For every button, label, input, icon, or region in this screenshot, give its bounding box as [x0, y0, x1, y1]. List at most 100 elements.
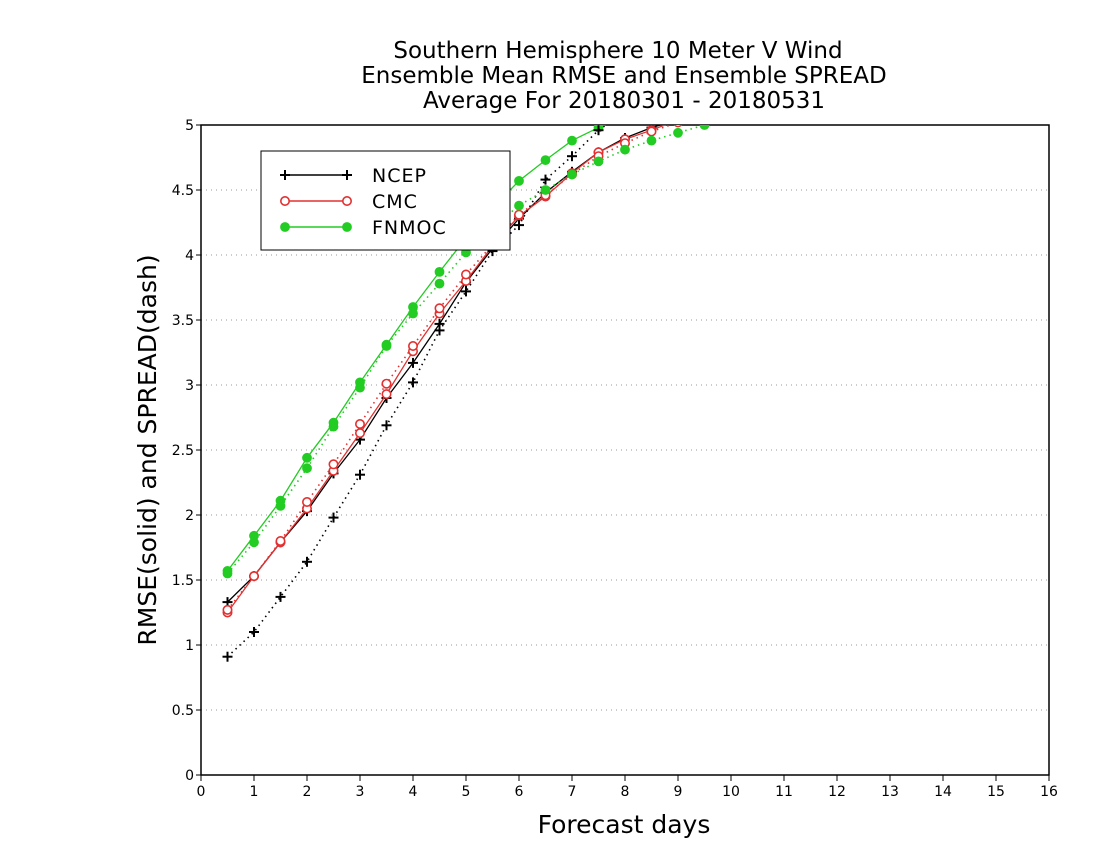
series-ncep-dotted [222, 125, 608, 662]
x-tick-label: 11 [775, 784, 793, 800]
data-point [540, 185, 551, 195]
data-point [222, 651, 233, 662]
y-tick-label: 4.5 [172, 183, 194, 199]
y-tick-label: 2 [185, 508, 194, 524]
data-point [354, 428, 365, 439]
data-point [620, 144, 630, 155]
x-tick-label: 10 [722, 784, 740, 800]
data-point [514, 176, 524, 186]
data-point [673, 125, 683, 128]
data-point [222, 568, 233, 579]
data-point [328, 459, 339, 470]
x-axis-label: Forecast days [538, 810, 711, 839]
legend-marker [279, 196, 290, 207]
y-axis-label: RMSE(solid) and SPREAD(dash) [133, 254, 162, 645]
data-point [567, 135, 577, 146]
x-tick-label: 7 [568, 784, 577, 800]
data-point [461, 286, 471, 297]
legend-label: FNMOC [372, 217, 447, 239]
data-point [646, 135, 657, 146]
x-tick-label: 8 [621, 784, 630, 800]
data-point [381, 378, 392, 389]
title-line-2: Ensemble Mean RMSE and Ensemble SPREAD [361, 63, 886, 89]
y-tick-label: 1.5 [172, 573, 194, 589]
data-point [275, 535, 286, 546]
x-tick-label: 13 [881, 784, 899, 800]
data-point [381, 389, 392, 400]
y-tick-label: 1 [185, 638, 194, 654]
legend: NCEP CMC FNMOC [260, 150, 511, 251]
legend-entries: NCEP CMC FNMOC [279, 165, 447, 239]
legend-marker [342, 222, 352, 232]
y-gridlines [201, 189, 1049, 711]
data-point [275, 501, 286, 511]
x-tick-label: 6 [515, 784, 524, 800]
x-tick-label: 9 [674, 784, 683, 800]
legend-label: NCEP [372, 165, 427, 187]
data-point [673, 115, 683, 125]
y-tick-label: 0 [185, 768, 194, 784]
legend-marker [280, 222, 290, 232]
data-point [275, 591, 286, 602]
x-tick-label: 2 [303, 784, 312, 800]
chart-title: Southern Hemisphere 10 Meter V Wind Ense… [361, 38, 886, 114]
data-point [381, 341, 392, 351]
x-tick-label: 5 [462, 784, 471, 800]
data-point [567, 151, 577, 162]
data-point [381, 420, 392, 431]
x-tick-label: 12 [828, 784, 846, 800]
data-point [593, 125, 604, 136]
x-tick-label: 15 [987, 784, 1005, 800]
data-point [301, 496, 312, 507]
y-tick-label: 5 [185, 118, 194, 134]
legend-entry-cmc: CMC [279, 191, 418, 213]
data-point [328, 512, 339, 523]
y-axis-ticks: 0 0.5 1 1.5 2 2.5 3 3.5 4 4.5 5 [172, 118, 201, 784]
series-line [226, 125, 608, 658]
x-tick-label: 3 [356, 784, 365, 800]
data-point [593, 156, 604, 167]
data-point [355, 469, 365, 480]
data-point [567, 169, 577, 180]
x-tick-label: 14 [934, 784, 952, 800]
data-point [540, 155, 551, 166]
legend-marker [280, 170, 290, 180]
data-point [514, 200, 524, 211]
y-tick-label: 3 [185, 378, 194, 394]
data-point [434, 303, 445, 314]
data-point [674, 116, 682, 124]
data-point [302, 556, 312, 567]
data-point [249, 627, 259, 637]
data-point [434, 325, 445, 336]
data-point [514, 220, 524, 231]
data-point [328, 421, 339, 432]
legend-entry-ncep: NCEP [280, 165, 427, 187]
data-point [434, 278, 445, 289]
data-point [222, 604, 233, 615]
legend-marker [342, 170, 352, 180]
x-axis-ticks: 0 1 2 3 4 5 6 7 8 9 10 11 12 13 14 15 16 [197, 775, 1058, 800]
data-point [434, 267, 445, 277]
data-point [302, 463, 312, 474]
legend-marker [341, 196, 352, 207]
y-tick-label: 4 [185, 248, 194, 264]
title-line-3: Average For 20180301 - 20180531 [423, 88, 825, 114]
data-point [354, 418, 365, 429]
y-tick-label: 3.5 [172, 313, 194, 329]
y-tick-label: 0.5 [172, 703, 194, 719]
x-tick-label: 16 [1040, 784, 1058, 800]
x-tick-label: 4 [409, 784, 418, 800]
data-point [249, 571, 260, 582]
data-point [408, 308, 418, 319]
y-tick-label: 2.5 [172, 443, 194, 459]
legend-label: CMC [372, 191, 418, 213]
series-layer [222, 115, 710, 662]
title-line-1: Southern Hemisphere 10 Meter V Wind [393, 38, 842, 64]
data-point [302, 452, 312, 463]
x-tick-label: 0 [197, 784, 206, 800]
data-point [408, 357, 418, 368]
x-tick-label: 1 [250, 784, 259, 800]
legend-entry-fnmoc: FNMOC [280, 217, 447, 239]
data-point [408, 377, 418, 388]
